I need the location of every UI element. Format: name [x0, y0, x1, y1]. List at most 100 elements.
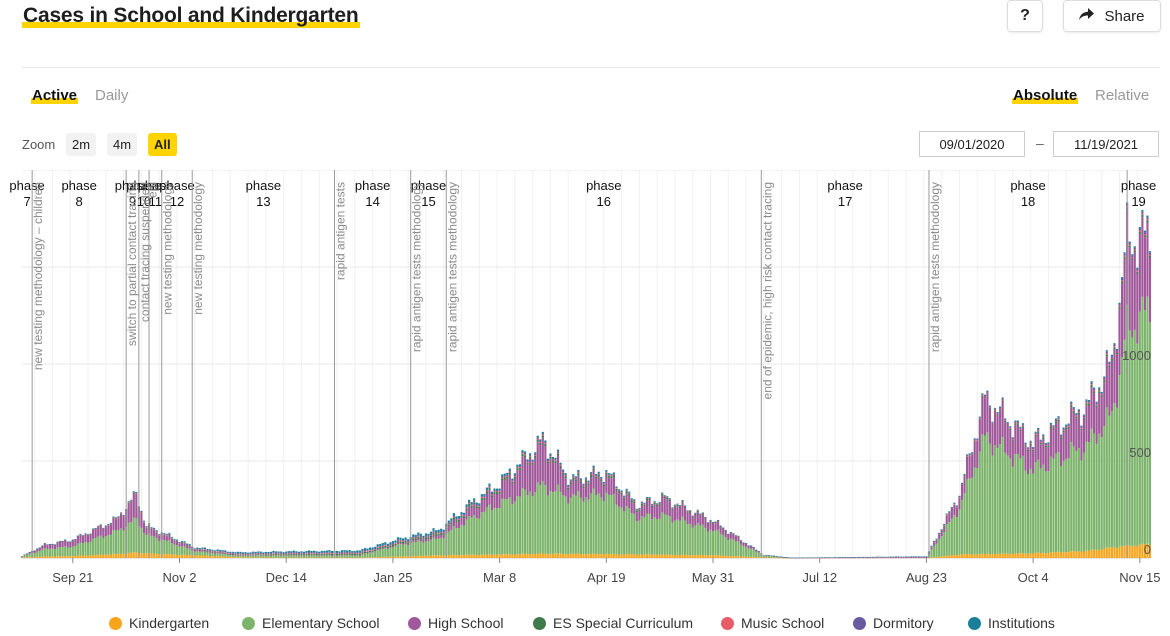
bar-segment	[684, 520, 687, 555]
bar-segment	[102, 528, 105, 530]
tab-relative[interactable]: Relative	[1095, 87, 1150, 104]
bar-segment	[71, 540, 74, 547]
bar-segment	[81, 535, 85, 536]
legend-item[interactable]: Elementary School	[242, 615, 380, 631]
bar-segment	[1049, 424, 1052, 426]
bar-segment	[579, 478, 582, 480]
bar-segment	[1105, 407, 1108, 548]
tab-active[interactable]: Active	[31, 87, 79, 104]
legend-swatch	[853, 616, 866, 630]
bar-segment	[584, 497, 588, 555]
bar-segment	[755, 551, 758, 558]
bar-segment	[516, 470, 519, 497]
bar-segment	[722, 528, 725, 529]
bar-segment	[577, 471, 580, 473]
bar-segment	[501, 477, 504, 479]
bar-segment	[498, 491, 501, 493]
bar-segment	[686, 510, 689, 512]
bar-segment	[351, 552, 354, 554]
bar-segment	[1037, 459, 1040, 553]
legend-item[interactable]: Dormitory	[853, 615, 934, 631]
bar-segment	[417, 538, 420, 541]
bar-segment	[1080, 551, 1083, 558]
bar-segment	[590, 477, 593, 494]
bar-segment	[518, 496, 522, 555]
bar-segment	[297, 553, 300, 555]
bar-segment	[335, 557, 339, 559]
legend-item[interactable]: High School	[408, 615, 504, 631]
bar-segment	[973, 440, 976, 442]
bar-segment	[1037, 429, 1040, 431]
bar-segment	[991, 424, 994, 456]
phase-number: 7	[23, 194, 30, 209]
bar-segment	[485, 507, 488, 555]
bar-segment	[140, 527, 143, 554]
bar-segment	[102, 537, 105, 555]
date-to-input[interactable]: 11/19/2021	[1053, 131, 1159, 157]
bar-segment	[396, 544, 400, 557]
bar-segment	[752, 556, 755, 558]
bar-segment	[287, 557, 290, 559]
x-tick-label: Sep 21	[52, 570, 93, 585]
date-from-input[interactable]: 09/01/2020	[919, 131, 1025, 157]
bar-segment	[353, 554, 356, 556]
bar-segment	[198, 551, 201, 556]
bar-segment	[193, 549, 196, 550]
bar-segment	[97, 527, 100, 537]
bar-segment	[673, 507, 676, 521]
bar-segment	[1011, 466, 1014, 555]
legend-item[interactable]: Kindergarten	[109, 615, 209, 631]
phase-number: 11	[149, 194, 163, 209]
bar-segment	[1123, 258, 1126, 340]
bar-segment	[1143, 234, 1146, 236]
bar-segment	[1034, 436, 1037, 463]
tab-daily[interactable]: Daily	[95, 87, 129, 104]
bar-segment	[252, 551, 255, 553]
bar-segment	[318, 555, 321, 558]
bar-segment	[1098, 549, 1101, 558]
bar-segment	[523, 553, 527, 558]
legend-item[interactable]: Institutions	[968, 615, 1055, 631]
bar-segment	[374, 551, 377, 552]
bar-segment	[402, 543, 405, 545]
bar-segment	[630, 513, 633, 555]
bar-segment	[864, 556, 867, 558]
bar-segment	[379, 547, 382, 549]
bar-segment	[488, 487, 491, 490]
bar-segment	[381, 542, 384, 545]
bar-segment	[142, 532, 146, 554]
bar-segment	[648, 554, 651, 558]
zoom-4m-button[interactable]: 4m	[107, 133, 138, 156]
bar-segment	[485, 487, 488, 490]
bar-segment	[595, 476, 598, 479]
share-button[interactable]: Share	[1063, 0, 1161, 32]
bar-segment	[620, 492, 623, 493]
help-button[interactable]: ?	[1007, 0, 1043, 32]
bar-segment	[290, 554, 293, 556]
bar-segment	[699, 555, 702, 558]
bar-segment	[272, 554, 275, 556]
bar-segment	[1009, 458, 1012, 554]
bar-segment	[120, 512, 123, 513]
bar-segment	[348, 554, 351, 556]
bar-segment	[320, 553, 323, 554]
zoom-2m-button[interactable]: 2m	[66, 133, 97, 156]
bar-segment	[1026, 474, 1030, 554]
bar-segment	[737, 536, 740, 542]
bar-segment	[112, 516, 115, 518]
annotation-label: new testing methodology	[191, 182, 205, 315]
bar-segment	[729, 538, 732, 556]
legend-item[interactable]: Music School	[721, 615, 824, 631]
tab-absolute[interactable]: Absolute	[1012, 87, 1079, 104]
legend-item[interactable]: ES Special Curriculum	[533, 615, 693, 631]
bar-segment	[689, 512, 692, 524]
bar-segment	[536, 441, 539, 483]
bar-segment	[1085, 403, 1088, 406]
bar-segment	[539, 439, 542, 442]
bar-segment	[219, 551, 222, 553]
zoom-all-button[interactable]: All	[148, 133, 177, 156]
bar-segment	[180, 546, 184, 555]
bar-segment	[717, 520, 720, 521]
bar-segment	[384, 548, 387, 557]
bar-segment	[498, 490, 501, 492]
